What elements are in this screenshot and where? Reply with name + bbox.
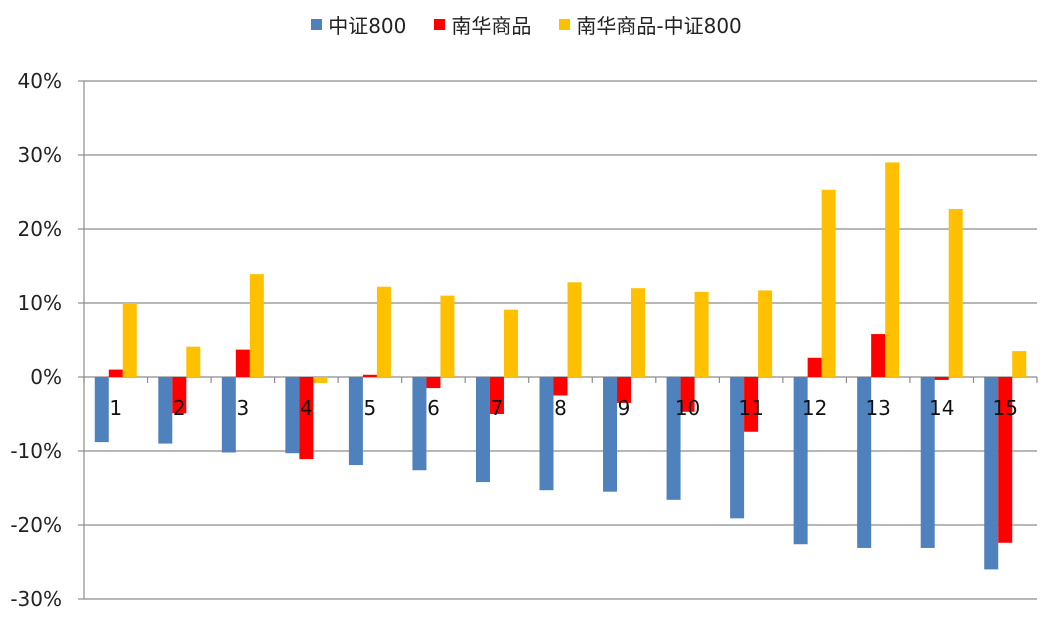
y-tick-label: 10% xyxy=(18,291,62,315)
category-label: 1 xyxy=(109,396,122,420)
bar xyxy=(998,377,1013,543)
y-tick-label: 0% xyxy=(30,365,62,389)
bar xyxy=(221,377,236,453)
bar xyxy=(475,377,490,483)
bar xyxy=(249,274,264,377)
legend-item: 中证800 xyxy=(311,10,406,39)
bar xyxy=(871,334,886,377)
bar xyxy=(1012,351,1027,377)
bar xyxy=(440,295,455,377)
bar xyxy=(412,377,427,471)
bar xyxy=(158,377,173,444)
y-tick-label: -20% xyxy=(10,513,62,537)
bar xyxy=(984,377,999,570)
bar xyxy=(821,189,836,377)
y-tick-label: -10% xyxy=(10,439,62,463)
category-label: 13 xyxy=(865,396,890,420)
legend-item: 南华商品-中证800 xyxy=(559,10,742,39)
category-label: 2 xyxy=(173,396,186,420)
bar xyxy=(694,291,709,377)
legend-label: 南华商品 xyxy=(451,14,532,38)
bar xyxy=(299,377,314,460)
category-label: 3 xyxy=(236,396,249,420)
bar xyxy=(348,377,363,466)
bar xyxy=(920,377,935,548)
category-label: 7 xyxy=(491,396,504,420)
legend-swatch xyxy=(559,19,571,30)
bar xyxy=(793,377,808,545)
bar xyxy=(680,377,695,412)
bar xyxy=(567,282,582,377)
legend-label: 南华商品-中证800 xyxy=(576,14,742,38)
bar xyxy=(758,290,773,377)
bar xyxy=(631,288,646,377)
category-label: 4 xyxy=(300,396,313,420)
category-label: 9 xyxy=(618,396,631,420)
bar xyxy=(539,377,554,491)
legend-label: 中证800 xyxy=(328,14,407,38)
bar xyxy=(553,377,568,396)
chart-legend: 中证800 南华商品 南华商品-中证800 xyxy=(0,10,1053,39)
bar xyxy=(603,377,618,492)
category-label: 11 xyxy=(738,396,763,420)
category-label: 8 xyxy=(554,396,567,420)
bar xyxy=(285,377,300,454)
bar xyxy=(376,286,391,377)
bar xyxy=(426,377,441,389)
bar xyxy=(857,377,872,548)
bar xyxy=(186,346,201,377)
bar xyxy=(172,377,187,414)
y-tick-label: 40% xyxy=(18,69,62,93)
bar xyxy=(122,303,137,377)
category-label: 15 xyxy=(993,396,1018,420)
bar xyxy=(617,377,632,403)
category-label: 5 xyxy=(364,396,377,420)
bar xyxy=(489,377,504,414)
category-label: 12 xyxy=(802,396,827,420)
bar xyxy=(313,377,328,383)
bar xyxy=(885,162,900,377)
y-tick-label: 20% xyxy=(18,217,62,241)
bar xyxy=(108,369,123,377)
y-tick-label: 30% xyxy=(18,143,62,167)
legend-swatch xyxy=(434,19,446,30)
category-label: 6 xyxy=(427,396,440,420)
bar xyxy=(948,209,963,377)
bar xyxy=(666,377,681,500)
bar xyxy=(934,377,949,380)
category-label: 10 xyxy=(675,396,700,420)
bar xyxy=(362,374,377,377)
bar xyxy=(730,377,745,519)
bar xyxy=(744,377,759,432)
bar xyxy=(807,357,822,377)
category-label: 14 xyxy=(929,396,954,420)
bar xyxy=(94,377,109,443)
bar xyxy=(503,309,518,377)
legend-swatch xyxy=(311,19,323,30)
bar xyxy=(235,349,250,377)
y-tick-label: -30% xyxy=(10,587,62,611)
legend-item: 南华商品 xyxy=(434,10,531,39)
